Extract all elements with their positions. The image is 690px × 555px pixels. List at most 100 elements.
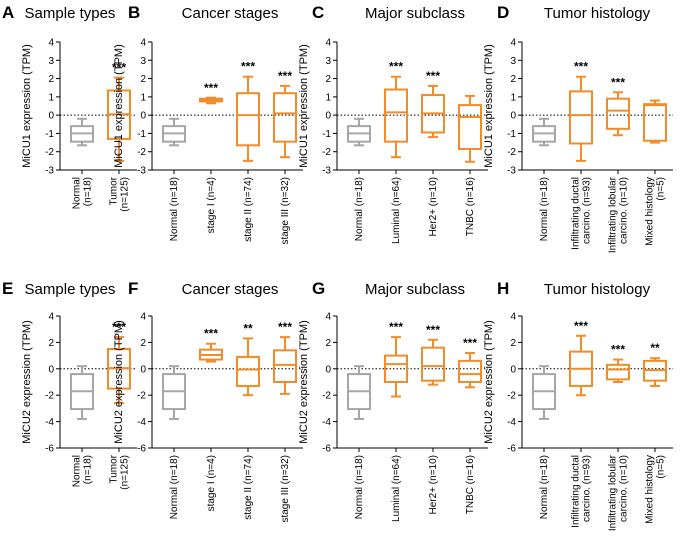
significance: *** — [112, 320, 126, 334]
significance: *** — [241, 60, 255, 74]
y-tick-label: -4 — [45, 417, 54, 428]
box — [236, 92, 260, 147]
y-tick-label: 2 — [48, 338, 54, 349]
x-tick-label: Normal (n=18) — [354, 177, 365, 241]
significance: *** — [112, 61, 126, 75]
box — [384, 88, 408, 143]
box-plot — [606, 358, 630, 383]
y-tick-label: 3 — [48, 56, 54, 67]
box-plot — [569, 334, 593, 397]
y-axis-label: MiCU1 expression (TPM) — [298, 44, 310, 167]
panel-letter: D — [497, 3, 509, 22]
box — [458, 104, 482, 150]
y-tick-label: 1 — [510, 92, 516, 103]
panel-title: Major subclass — [365, 5, 465, 22]
y-tick-label: 4 — [510, 38, 516, 49]
box-plot — [107, 76, 131, 162]
box-plot — [458, 94, 482, 163]
panel-letter: H — [497, 279, 509, 298]
box — [273, 92, 297, 143]
y-tick-label: -4 — [137, 417, 146, 428]
box-plot — [273, 336, 297, 395]
y-axis-label: MiCU1 expression (TPM) — [113, 44, 125, 167]
y-tick-label: 3 — [140, 56, 146, 67]
significance: *** — [611, 343, 625, 357]
x-tick-label: Normal (n=18) — [354, 455, 365, 519]
box-plot — [199, 96, 223, 105]
x-tick-label: Normal — [72, 177, 83, 209]
y-tick-label: 1 — [140, 92, 146, 103]
significance: *** — [611, 75, 625, 89]
box-plot — [384, 336, 408, 398]
panel-letter: G — [312, 279, 325, 298]
significance: *** — [389, 60, 403, 74]
y-tick-label: -2 — [45, 147, 54, 158]
y-tick-label: 2 — [325, 338, 331, 349]
x-tick-label: Normal (n=18) — [539, 177, 550, 241]
y-tick-label: -2 — [507, 147, 516, 158]
y-tick-label: 2 — [140, 74, 146, 85]
x-tick-label: (n=5) — [656, 455, 667, 479]
box-plot — [347, 117, 371, 147]
x-tick-label: TNBC (n=16) — [465, 177, 476, 236]
box-plot — [532, 365, 556, 420]
x-tick-label: Normal (n=18) — [169, 455, 180, 519]
x-tick-label: Tumor — [109, 454, 120, 483]
significance: ** — [650, 341, 660, 355]
box-plot — [643, 357, 667, 387]
panel-title: Major subclass — [365, 281, 465, 298]
y-tick-label: -2 — [137, 391, 146, 402]
panel-title: Cancer stages — [182, 5, 279, 22]
x-tick-label: Luminal (n=64) — [391, 455, 402, 522]
y-tick-label: 4 — [48, 312, 54, 323]
y-tick-label: 2 — [48, 74, 54, 85]
box-plot — [162, 117, 186, 147]
y-tick-label: 4 — [140, 312, 146, 323]
box — [273, 349, 297, 384]
x-tick-label: Infiltrating ductal — [571, 455, 582, 528]
y-tick-label: -4 — [322, 417, 331, 428]
significance: *** — [574, 60, 588, 74]
y-tick-label: -3 — [45, 166, 54, 177]
significance: ** — [243, 321, 253, 335]
box-plot — [107, 336, 131, 405]
significance: *** — [278, 69, 292, 83]
y-axis-label: MiCU2 expression (TPM) — [298, 320, 310, 443]
significance: *** — [426, 323, 440, 337]
x-tick-label: Mixed histology — [645, 455, 656, 524]
y-tick-label: 0 — [48, 111, 54, 122]
x-tick-label: stage I (n=4) — [206, 177, 217, 233]
y-tick-label: 0 — [510, 364, 516, 375]
y-tick-label: 0 — [325, 364, 331, 375]
box-plot — [236, 75, 260, 162]
x-tick-label: stage II (n=74) — [243, 177, 254, 242]
x-tick-label: Normal (n=18) — [539, 455, 550, 519]
panel-letter: C — [312, 3, 324, 22]
y-tick-label: -2 — [507, 391, 516, 402]
y-axis-label: MiCU2 expression (TPM) — [21, 320, 33, 443]
y-tick-label: 3 — [510, 56, 516, 67]
y-tick-label: 1 — [325, 92, 331, 103]
box — [569, 90, 593, 145]
box-plot — [643, 99, 667, 144]
y-tick-label: -1 — [45, 129, 54, 140]
y-axis-label: MiCU1 expression (TPM) — [483, 44, 495, 167]
x-tick-label: carcino. (n=10) — [619, 455, 630, 522]
x-tick-label: (n=18) — [83, 455, 94, 484]
x-tick-label: Normal — [72, 455, 83, 487]
significance: *** — [204, 327, 218, 341]
box-plot — [273, 84, 297, 159]
x-tick-label: Mixed histology — [645, 177, 656, 246]
box-plot — [347, 365, 371, 420]
y-tick-label: 4 — [48, 38, 54, 49]
y-tick-label: -2 — [322, 391, 331, 402]
y-tick-label: -3 — [137, 166, 146, 177]
box-plot — [569, 75, 593, 162]
box-plot — [199, 342, 223, 363]
panel-letter: E — [2, 279, 13, 298]
x-tick-label: stage III (n=32) — [280, 177, 291, 245]
box-plot — [70, 117, 94, 147]
x-tick-label: stage II (n=74) — [243, 455, 254, 520]
x-tick-label: Her2+ (n=10) — [428, 177, 439, 236]
